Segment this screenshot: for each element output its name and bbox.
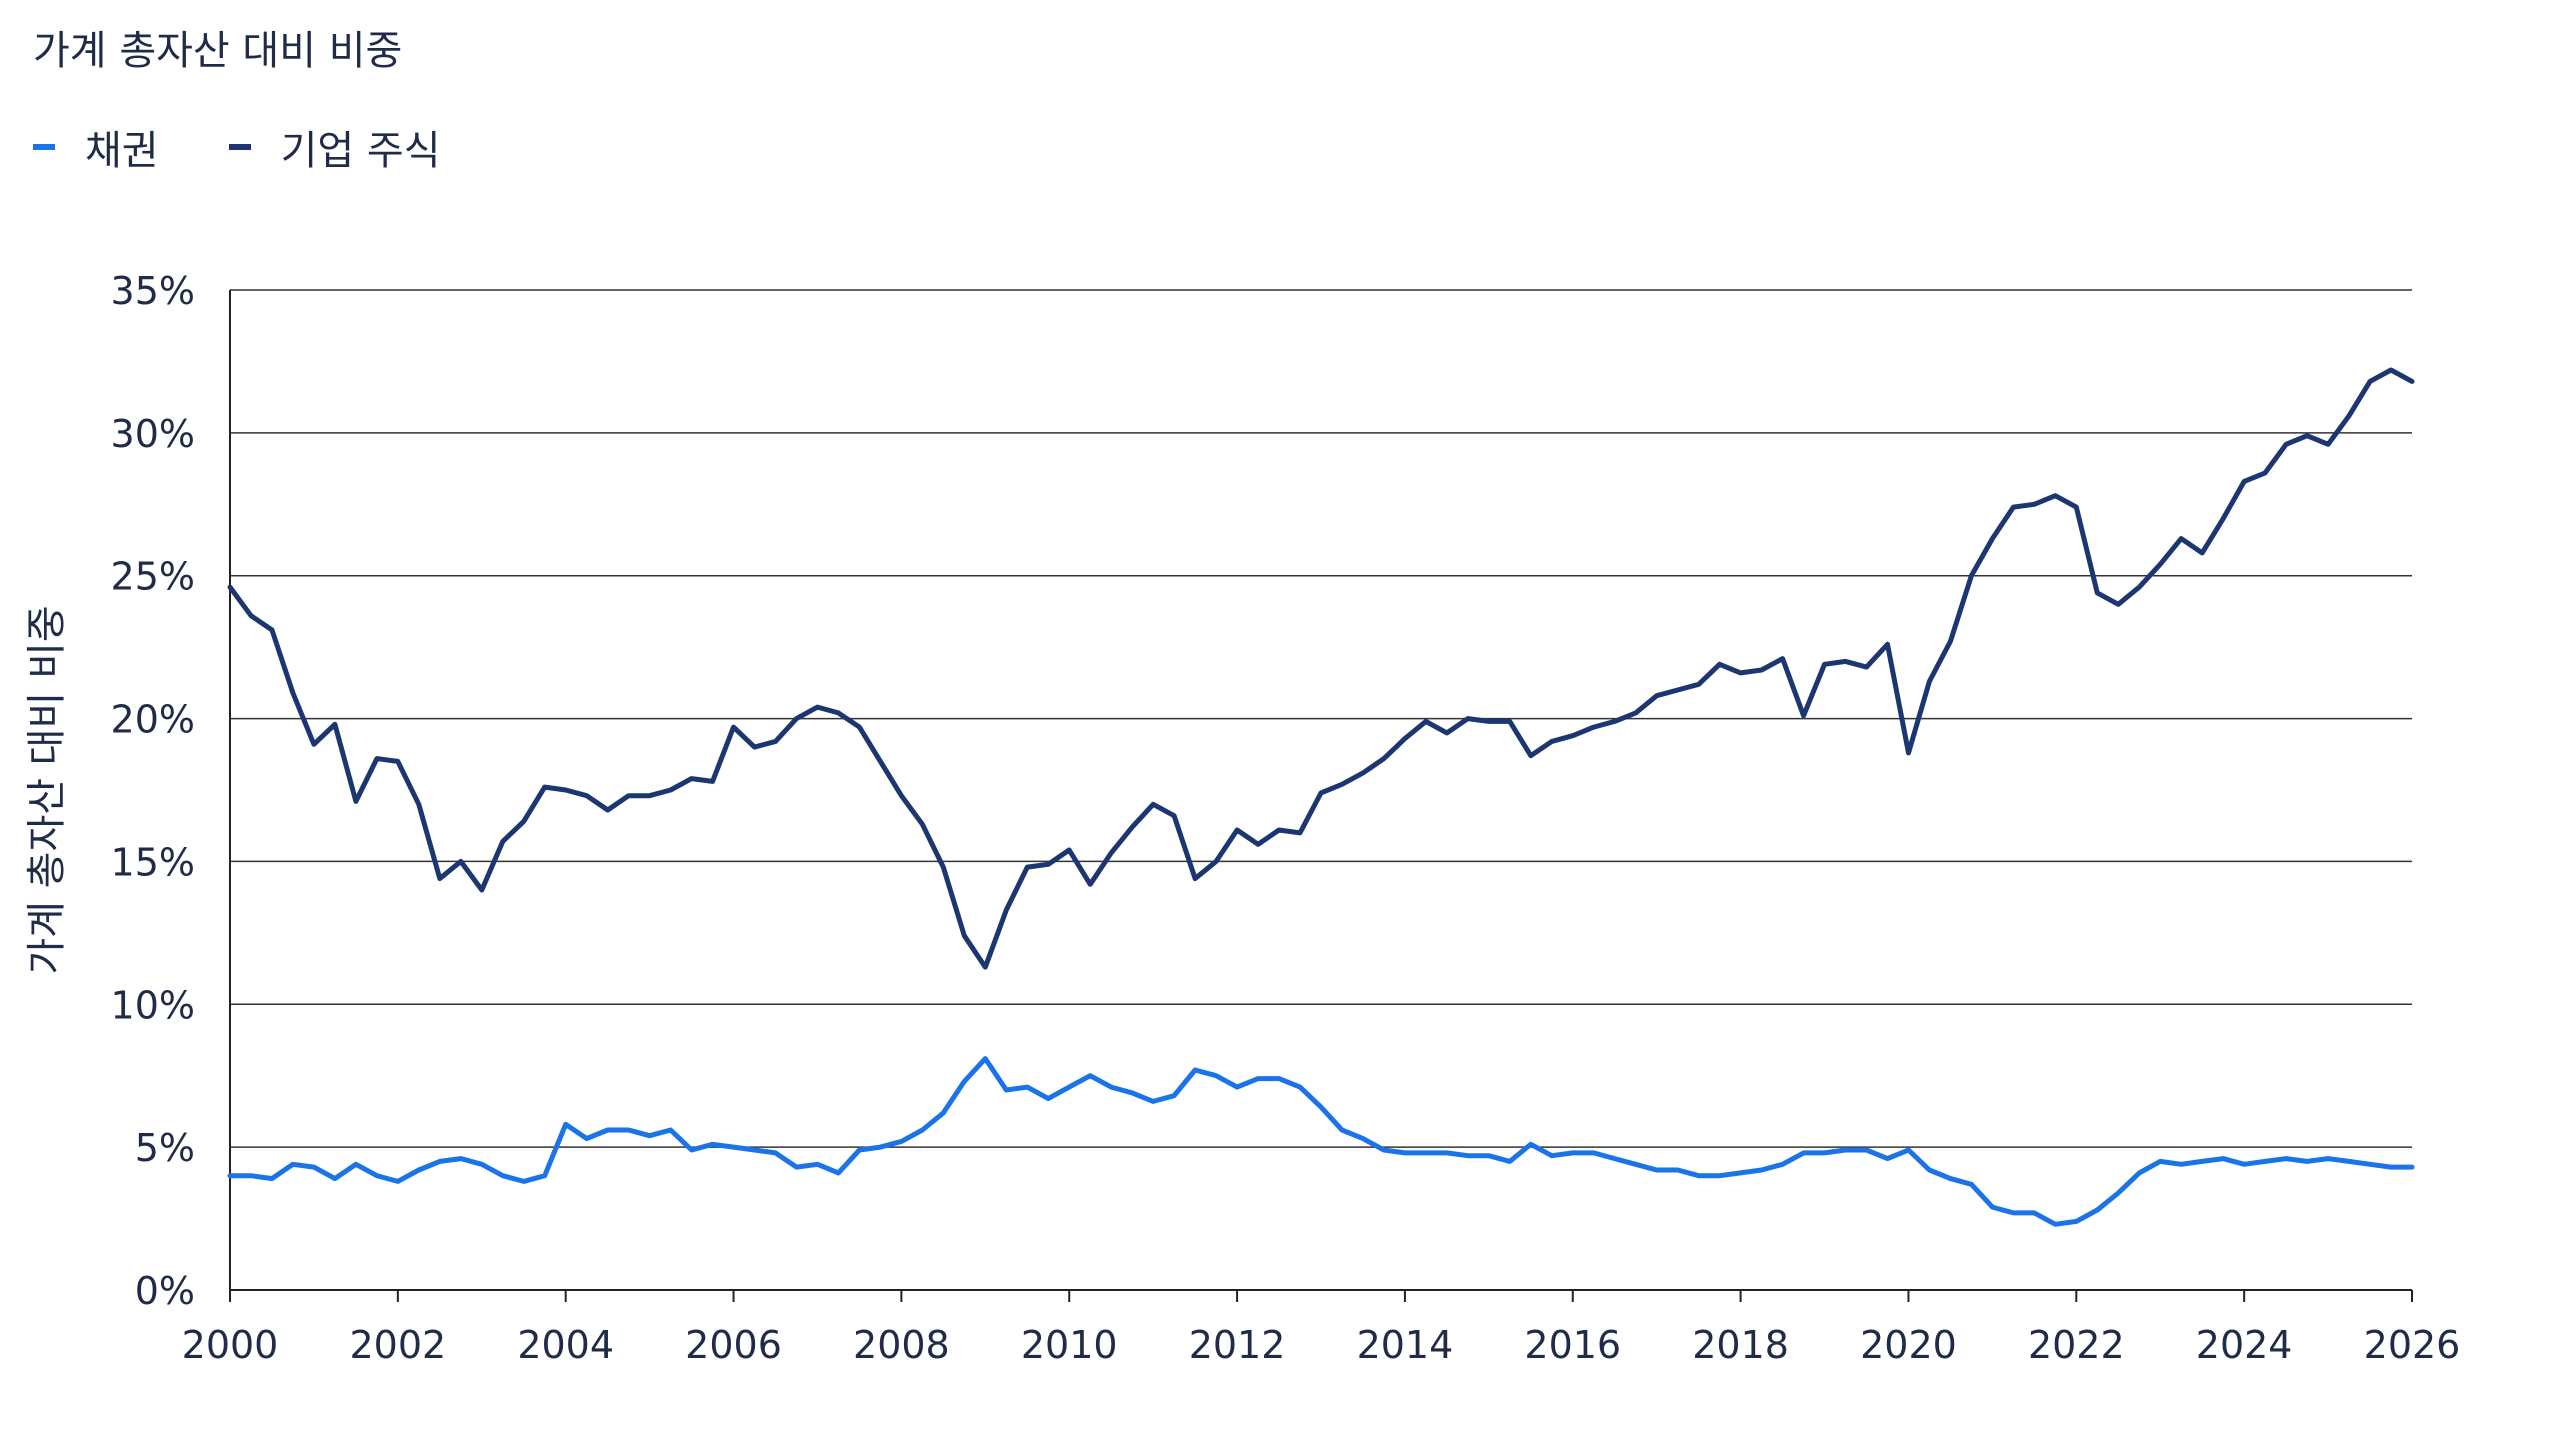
y-tick-label: 10% — [111, 983, 195, 1027]
chart-title: 가계 총자산 대비 비중 — [33, 28, 403, 74]
y-tick-label: 20% — [111, 698, 195, 742]
y-tick-label: 5% — [135, 1126, 195, 1170]
legend: 채권 기업 주식 — [33, 118, 441, 176]
x-tick-label: 2020 — [1860, 1323, 1957, 1367]
y-axis-label: 가계 총자산 대비 비중 — [24, 605, 70, 974]
axes — [229, 290, 2413, 1302]
x-tick-label: 2002 — [349, 1323, 446, 1367]
legend-label-bonds: 채권 — [85, 128, 159, 174]
x-tick-label: 2010 — [1021, 1323, 1118, 1367]
x-tick-label: 2018 — [1692, 1323, 1789, 1367]
x-tick-label: 2000 — [182, 1323, 279, 1367]
y-tick-labels: 0% 5% 10% 15% 20% 25% 30% 35% — [111, 269, 195, 1313]
legend-item-bonds: 채권 — [33, 118, 159, 176]
legend-swatch-bonds — [33, 144, 55, 150]
x-tick-label: 2016 — [1524, 1323, 1621, 1367]
x-tick-label: 2008 — [853, 1323, 950, 1367]
x-tick-labels: 2000 2002 2004 2006 2008 2010 2012 2014 2016 2018… — [182, 1323, 2461, 1367]
legend-swatch-equities — [228, 144, 251, 150]
series-lines — [227, 367, 2415, 1227]
x-tick-label: 2022 — [2028, 1323, 2125, 1367]
series-line-0 — [227, 1056, 2415, 1227]
x-tick-label: 2012 — [1189, 1323, 1286, 1367]
x-tick-label: 2006 — [685, 1323, 782, 1367]
y-tick-label: 15% — [111, 840, 195, 884]
series-line-1 — [227, 367, 2415, 970]
x-tick-label: 2026 — [2364, 1323, 2461, 1367]
x-tick-label: 2024 — [2196, 1323, 2293, 1367]
legend-item-equities: 기업 주식 — [228, 118, 441, 176]
x-tick-label: 2004 — [517, 1323, 614, 1367]
x-tick-label: 2014 — [1357, 1323, 1454, 1367]
legend-label-equities: 기업 주식 — [280, 128, 441, 174]
grid-lines — [230, 289, 2412, 1148]
y-tick-label: 30% — [111, 412, 195, 456]
y-tick-label: 25% — [111, 555, 195, 599]
y-tick-label: 0% — [135, 1269, 195, 1313]
y-tick-label: 35% — [111, 269, 195, 313]
